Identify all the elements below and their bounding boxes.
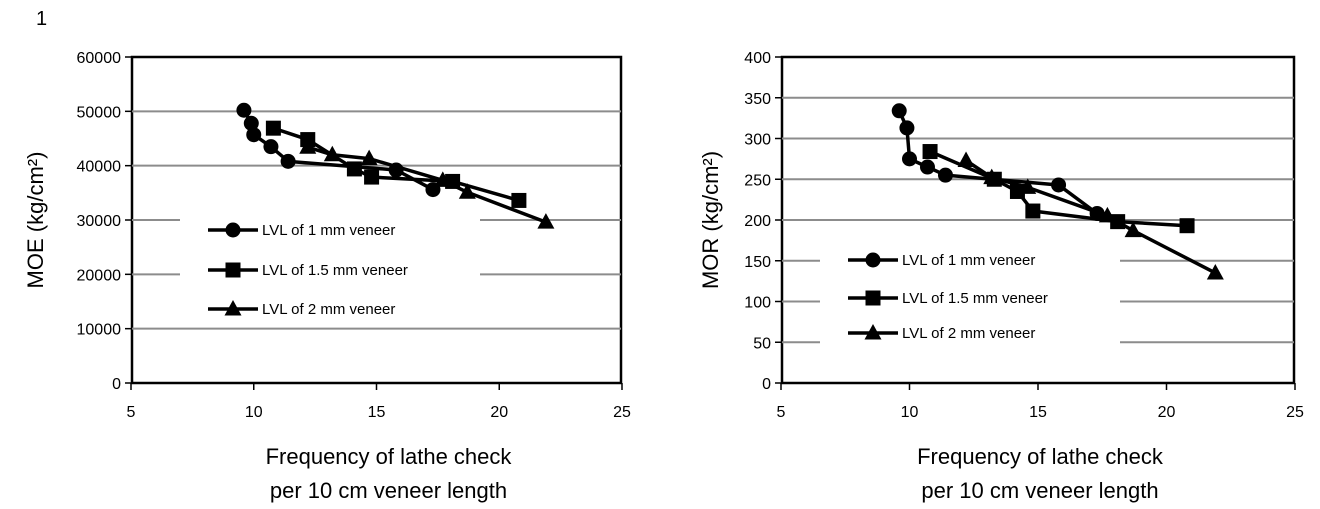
data-point (246, 127, 262, 143)
x-axis-title-line1: Frequency of lathe check (917, 444, 1164, 469)
series-3 (957, 151, 1224, 280)
legend-marker (225, 222, 241, 238)
data-point (1124, 221, 1142, 238)
data-point (263, 139, 279, 155)
y-tick-label: 0 (762, 376, 771, 393)
legend-item: LVL of 1.5 mm veneer (208, 262, 408, 279)
y-tick-label: 10000 (77, 322, 122, 339)
data-point (957, 151, 975, 168)
data-point (1009, 183, 1025, 199)
legend-label: LVL of 1.5 mm veneer (262, 262, 408, 279)
y-tick-label: 100 (744, 295, 771, 312)
y-tick-label: 250 (744, 172, 771, 189)
x-axis-title-line2: per 10 cm veneer length (921, 478, 1158, 503)
data-point (1051, 177, 1067, 193)
data-point (346, 161, 362, 177)
data-point (537, 213, 555, 229)
series-2 (265, 120, 527, 208)
data-point (364, 169, 380, 185)
y-tick-label: 150 (744, 254, 771, 271)
legend-item: LVL of 2 mm veneer (848, 324, 1035, 342)
y-tick-label: 20000 (77, 267, 122, 284)
data-point (1206, 263, 1224, 280)
series-line (929, 149, 1188, 228)
data-point (280, 153, 296, 169)
legend-label: LVL of 1.5 mm veneer (902, 290, 1048, 307)
x-tick-label: 5 (777, 404, 786, 421)
x-tick-label: 25 (613, 404, 631, 421)
data-point (360, 149, 378, 166)
y-tick-label: 40000 (77, 159, 122, 176)
data-point (902, 151, 917, 167)
data-point (323, 145, 341, 162)
data-point (983, 168, 1001, 185)
x-tick-label: 20 (1158, 404, 1176, 421)
legend-marker (864, 324, 882, 340)
legend-marker (225, 262, 241, 278)
series-1 (236, 102, 441, 198)
legend-marker (224, 300, 242, 316)
legend: LVL of 1 mm veneer LVL of 1.5 mm veneer LV… (820, 240, 1120, 362)
moe-chart: 0 10000 20000 30000 40000 50000 60000 5 10 15 20 25… (23, 50, 631, 503)
series-1 (891, 103, 1105, 221)
data-point (511, 192, 527, 208)
x-axis-title-line2: per 10 cm veneer length (270, 478, 507, 503)
y-tick-label: 400 (744, 50, 771, 67)
data-point (919, 159, 935, 175)
data-point (265, 120, 281, 136)
x-tick-label: 20 (490, 404, 508, 421)
data-point (922, 144, 938, 160)
y-tick-label: 30000 (77, 213, 122, 230)
y-tick-label: 300 (744, 132, 771, 149)
data-point (236, 102, 252, 118)
x-tick-label: 10 (901, 404, 919, 421)
x-tick-label: 15 (1029, 404, 1047, 421)
y-tick-label: 0 (112, 376, 121, 393)
data-point (434, 171, 452, 187)
y-axis-title: MOE (kg/cm²) (23, 152, 48, 289)
y-tick-label: 60000 (77, 50, 122, 67)
data-point (891, 103, 907, 119)
data-point (899, 120, 915, 136)
legend-label: LVL of 2 mm veneer (902, 325, 1035, 342)
x-tick-label: 25 (1286, 404, 1304, 421)
y-axis-title: MOR (kg/cm²) (698, 151, 723, 289)
y-tick-label: 50 (753, 335, 771, 352)
data-point (1179, 218, 1195, 234)
legend-item: LVL of 1.5 mm veneer (848, 290, 1048, 307)
page-number: 1 (36, 8, 48, 30)
x-tick-label: 5 (127, 404, 136, 421)
series-line (965, 159, 1217, 275)
legend: LVL of 1 mm veneer LVL of 1.5 mm veneer LV… (180, 202, 480, 324)
legend-label: LVL of 1 mm veneer (262, 222, 395, 239)
data-point (1098, 206, 1116, 223)
legend-marker (865, 290, 881, 306)
legend-item: LVL of 1 mm veneer (848, 252, 1035, 269)
data-point (937, 167, 953, 183)
legend-item: LVL of 2 mm veneer (208, 300, 395, 318)
mor-chart: 0 50 100 150 200 250 300 350 400 5 10 15 20 25 MOR (kg… (698, 50, 1304, 503)
legend-item: LVL of 1 mm veneer (208, 222, 395, 239)
series-3 (299, 138, 555, 229)
data-point (1025, 203, 1041, 219)
data-point (243, 115, 259, 131)
x-tick-label: 15 (368, 404, 386, 421)
y-tick-label: 50000 (77, 104, 122, 121)
legend-label: LVL of 2 mm veneer (262, 301, 395, 318)
data-point (299, 138, 317, 154)
legend-marker (865, 252, 881, 268)
data-point (1019, 178, 1037, 194)
y-tick-label: 200 (744, 213, 771, 230)
x-axis-title-line1: Frequency of lathe check (266, 444, 513, 469)
data-point (458, 183, 476, 199)
legend-label: LVL of 1 mm veneer (902, 252, 1035, 269)
x-tick-label: 10 (245, 404, 263, 421)
y-tick-label: 350 (744, 91, 771, 108)
